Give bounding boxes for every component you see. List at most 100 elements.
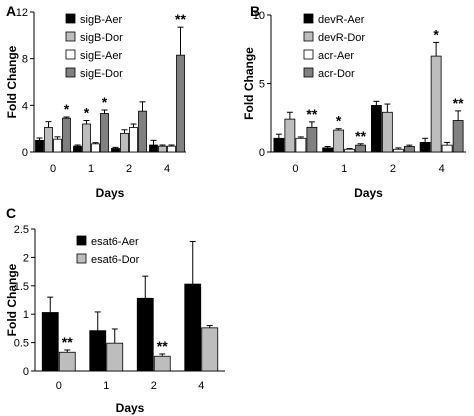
legend-swatch [303,49,314,60]
bar-acr-aer-day-2 [392,148,404,153]
bar-acr-aer-day-0 [295,137,307,153]
bar-sigb-aer-day-4 [149,144,158,153]
bar-devr-dor-day-0 [284,118,296,153]
x-axis-label: Days [116,401,145,415]
legend-swatch [76,235,87,246]
x-tick-label: 2 [390,163,396,175]
y-tick-label: 0 [23,366,29,378]
bar-sige-dor-day-4 [176,54,185,153]
y-tick-label: 10 [253,10,265,22]
x-tick-label: 0 [292,163,298,175]
legend-swatch [303,13,314,24]
bar-sigb-aer-day-1 [73,145,82,153]
x-tick-label: 4 [198,380,204,392]
x-tick-label: 0 [56,380,62,392]
x-axis-label: Days [354,186,383,200]
bar-sige-aer-day-4 [167,145,176,153]
y-tick-label: 0 [22,147,28,159]
bar-acr-aer-day-4 [441,144,453,153]
bar-sigb-aer-day-2 [111,148,120,153]
bar-devr-dor-day-2 [381,111,393,153]
y-tick-label: 4 [22,100,28,112]
x-tick-label: 1 [103,380,109,392]
legend-label: acr-Aer [318,50,354,62]
x-axis-label: Days [96,186,125,200]
legend-label: sigB-Aer [80,14,123,26]
significance-marker: ** [62,334,73,350]
bar-devr-aer-day-4 [419,142,431,153]
y-tick-label: 2.5 [14,224,29,236]
significance-marker: * [64,101,70,117]
y-tick-label: 0 [259,147,265,159]
x-tick-label: 1 [341,163,347,175]
bar-devr-dor-day-4 [430,55,442,153]
y-axis-label: Fold Change [5,263,19,336]
y-tick-label: 0.5 [14,338,29,350]
bar-esat6-dor-day-2 [153,355,171,372]
legend-label: acr-Dor [318,68,355,80]
bar-esat6-aer-day-2 [136,297,154,372]
bar-sigb-dor-day-4 [158,145,167,153]
x-tick-label: 2 [151,380,157,392]
bar-sigb-dor-day-1 [82,123,91,153]
legend-swatch [65,49,76,60]
y-tick-label: 1 [23,309,29,321]
legend-label: devR-Dor [318,32,365,44]
bar-sige-dor-day-0 [62,117,71,153]
y-tick-label: 8 [22,54,28,66]
bar-acr-dor-day-0 [306,126,318,153]
bar-acr-dor-day-1 [355,144,367,153]
x-tick-label: 4 [164,163,170,175]
bar-esat6-dor-day-4 [201,327,219,372]
bar-devr-aer-day-1 [322,147,334,153]
bar-devr-dor-day-1 [333,129,345,153]
significance-marker: ** [175,11,186,27]
panel-label: C [6,205,16,221]
x-tick-label: 0 [50,163,56,175]
significance-marker: * [433,26,439,42]
bar-sige-aer-day-1 [91,143,100,153]
bar-devr-aer-day-0 [273,137,285,153]
y-tick-label: 2 [23,252,29,264]
x-tick-label: 2 [126,163,132,175]
bar-sige-dor-day-2 [138,110,147,153]
x-tick-label: 4 [439,163,445,175]
significance-marker: ** [453,95,464,111]
bar-acr-aer-day-1 [344,148,356,153]
bar-sigb-dor-day-0 [44,127,53,153]
bar-sige-aer-day-2 [129,127,138,153]
bar-acr-dor-day-4 [452,120,464,153]
panel-label: B [250,3,260,19]
legend-swatch [303,67,314,78]
significance-marker: ** [306,106,317,122]
y-tick-label: 1.5 [14,281,29,293]
bar-sigb-dor-day-2 [120,132,129,153]
bar-acr-dor-day-2 [403,146,415,153]
significance-marker: * [84,105,90,121]
legend-swatch [65,31,76,42]
legend-swatch [65,67,76,78]
bar-esat6-dor-day-0 [58,351,76,372]
panel-c: C 0 0.5 1 1.5 2 2.5 Fold Change Days 0 1 2 4 ** ** esat… [5,205,225,415]
legend-label: sigB-Dor [80,32,123,44]
significance-marker: * [336,113,342,129]
x-tick-label: 1 [88,163,94,175]
panel-label: A [6,3,16,19]
bar-esat6-aer-day-4 [184,283,202,372]
bar-esat6-aer-day-1 [89,330,107,372]
bar-sige-aer-day-0 [53,138,62,153]
legend-label: devR-Aer [318,14,365,26]
bar-esat6-dor-day-1 [106,342,124,372]
bar-sigb-aer-day-0 [35,139,44,153]
legend-label: sigE-Aer [80,50,123,62]
bar-sige-dor-day-1 [100,113,109,153]
legend-swatch [65,13,76,24]
legend-label: esat6-Aer [91,236,139,248]
y-axis-label: Fold Change [242,47,256,120]
legend-label: sigE-Dor [80,68,123,80]
legend-swatch [303,31,314,42]
legend-label: esat6-Dor [91,254,140,266]
significance-marker: ** [157,338,168,354]
